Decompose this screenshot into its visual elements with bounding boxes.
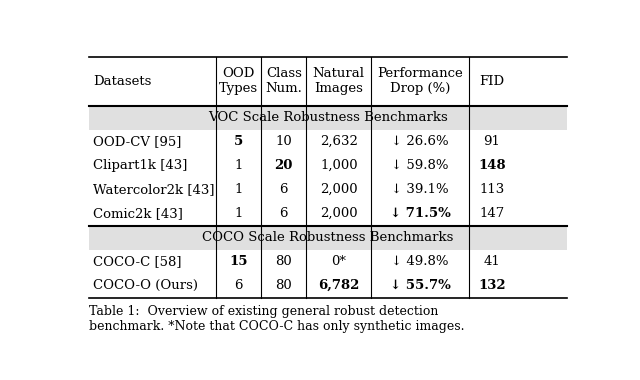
Text: Clipart1k [43]: Clipart1k [43] <box>93 159 188 172</box>
Text: COCO-C [58]: COCO-C [58] <box>93 255 181 268</box>
Text: Watercolor2k [43]: Watercolor2k [43] <box>93 183 214 196</box>
Text: 6: 6 <box>280 207 288 220</box>
Text: 1: 1 <box>234 207 243 220</box>
Text: 10: 10 <box>275 135 292 148</box>
Text: 132: 132 <box>478 279 506 292</box>
Text: 1: 1 <box>234 159 243 172</box>
Text: Natural
Images: Natural Images <box>313 67 365 95</box>
Text: COCO Scale Robustness Benchmarks: COCO Scale Robustness Benchmarks <box>202 231 454 244</box>
Text: Table 1:  Overview of existing general robust detection
benchmark. *Note that CO: Table 1: Overview of existing general ro… <box>89 305 465 333</box>
Text: ↓ 26.6%: ↓ 26.6% <box>391 135 449 148</box>
Text: 91: 91 <box>483 135 500 148</box>
Text: 6: 6 <box>280 183 288 196</box>
Text: 80: 80 <box>275 255 292 268</box>
Text: 147: 147 <box>479 207 504 220</box>
Text: COCO-O (Ours): COCO-O (Ours) <box>93 279 198 292</box>
Text: 0*: 0* <box>332 255 346 268</box>
Text: 5: 5 <box>234 135 243 148</box>
Text: ↓ 71.5%: ↓ 71.5% <box>390 207 451 220</box>
Text: 1,000: 1,000 <box>320 159 358 172</box>
Text: 113: 113 <box>479 183 504 196</box>
Text: 2,000: 2,000 <box>320 183 358 196</box>
Text: 148: 148 <box>478 159 506 172</box>
Text: ↓ 39.1%: ↓ 39.1% <box>391 183 449 196</box>
Text: 2,632: 2,632 <box>320 135 358 148</box>
Text: FID: FID <box>479 75 504 88</box>
Text: OOD-CV [95]: OOD-CV [95] <box>93 135 181 148</box>
Text: Comic2k [43]: Comic2k [43] <box>93 207 183 220</box>
Text: VOC Scale Robustness Benchmarks: VOC Scale Robustness Benchmarks <box>208 111 448 124</box>
Text: 80: 80 <box>275 279 292 292</box>
Text: 15: 15 <box>229 255 248 268</box>
Text: 6: 6 <box>234 279 243 292</box>
Text: ↓ 49.8%: ↓ 49.8% <box>391 255 449 268</box>
Text: OOD
Types: OOD Types <box>219 67 258 95</box>
Text: Datasets: Datasets <box>93 75 151 88</box>
Text: Class
Num.: Class Num. <box>266 67 302 95</box>
Text: 6,782: 6,782 <box>318 279 360 292</box>
Bar <box>89 226 567 250</box>
Bar <box>89 106 567 130</box>
Text: 1: 1 <box>234 183 243 196</box>
Text: ↓ 59.8%: ↓ 59.8% <box>391 159 449 172</box>
Text: 41: 41 <box>483 255 500 268</box>
Text: 2,000: 2,000 <box>320 207 358 220</box>
Text: ↓ 55.7%: ↓ 55.7% <box>390 279 451 292</box>
Text: Performance
Drop (%): Performance Drop (%) <box>377 67 463 95</box>
Text: 20: 20 <box>275 159 293 172</box>
